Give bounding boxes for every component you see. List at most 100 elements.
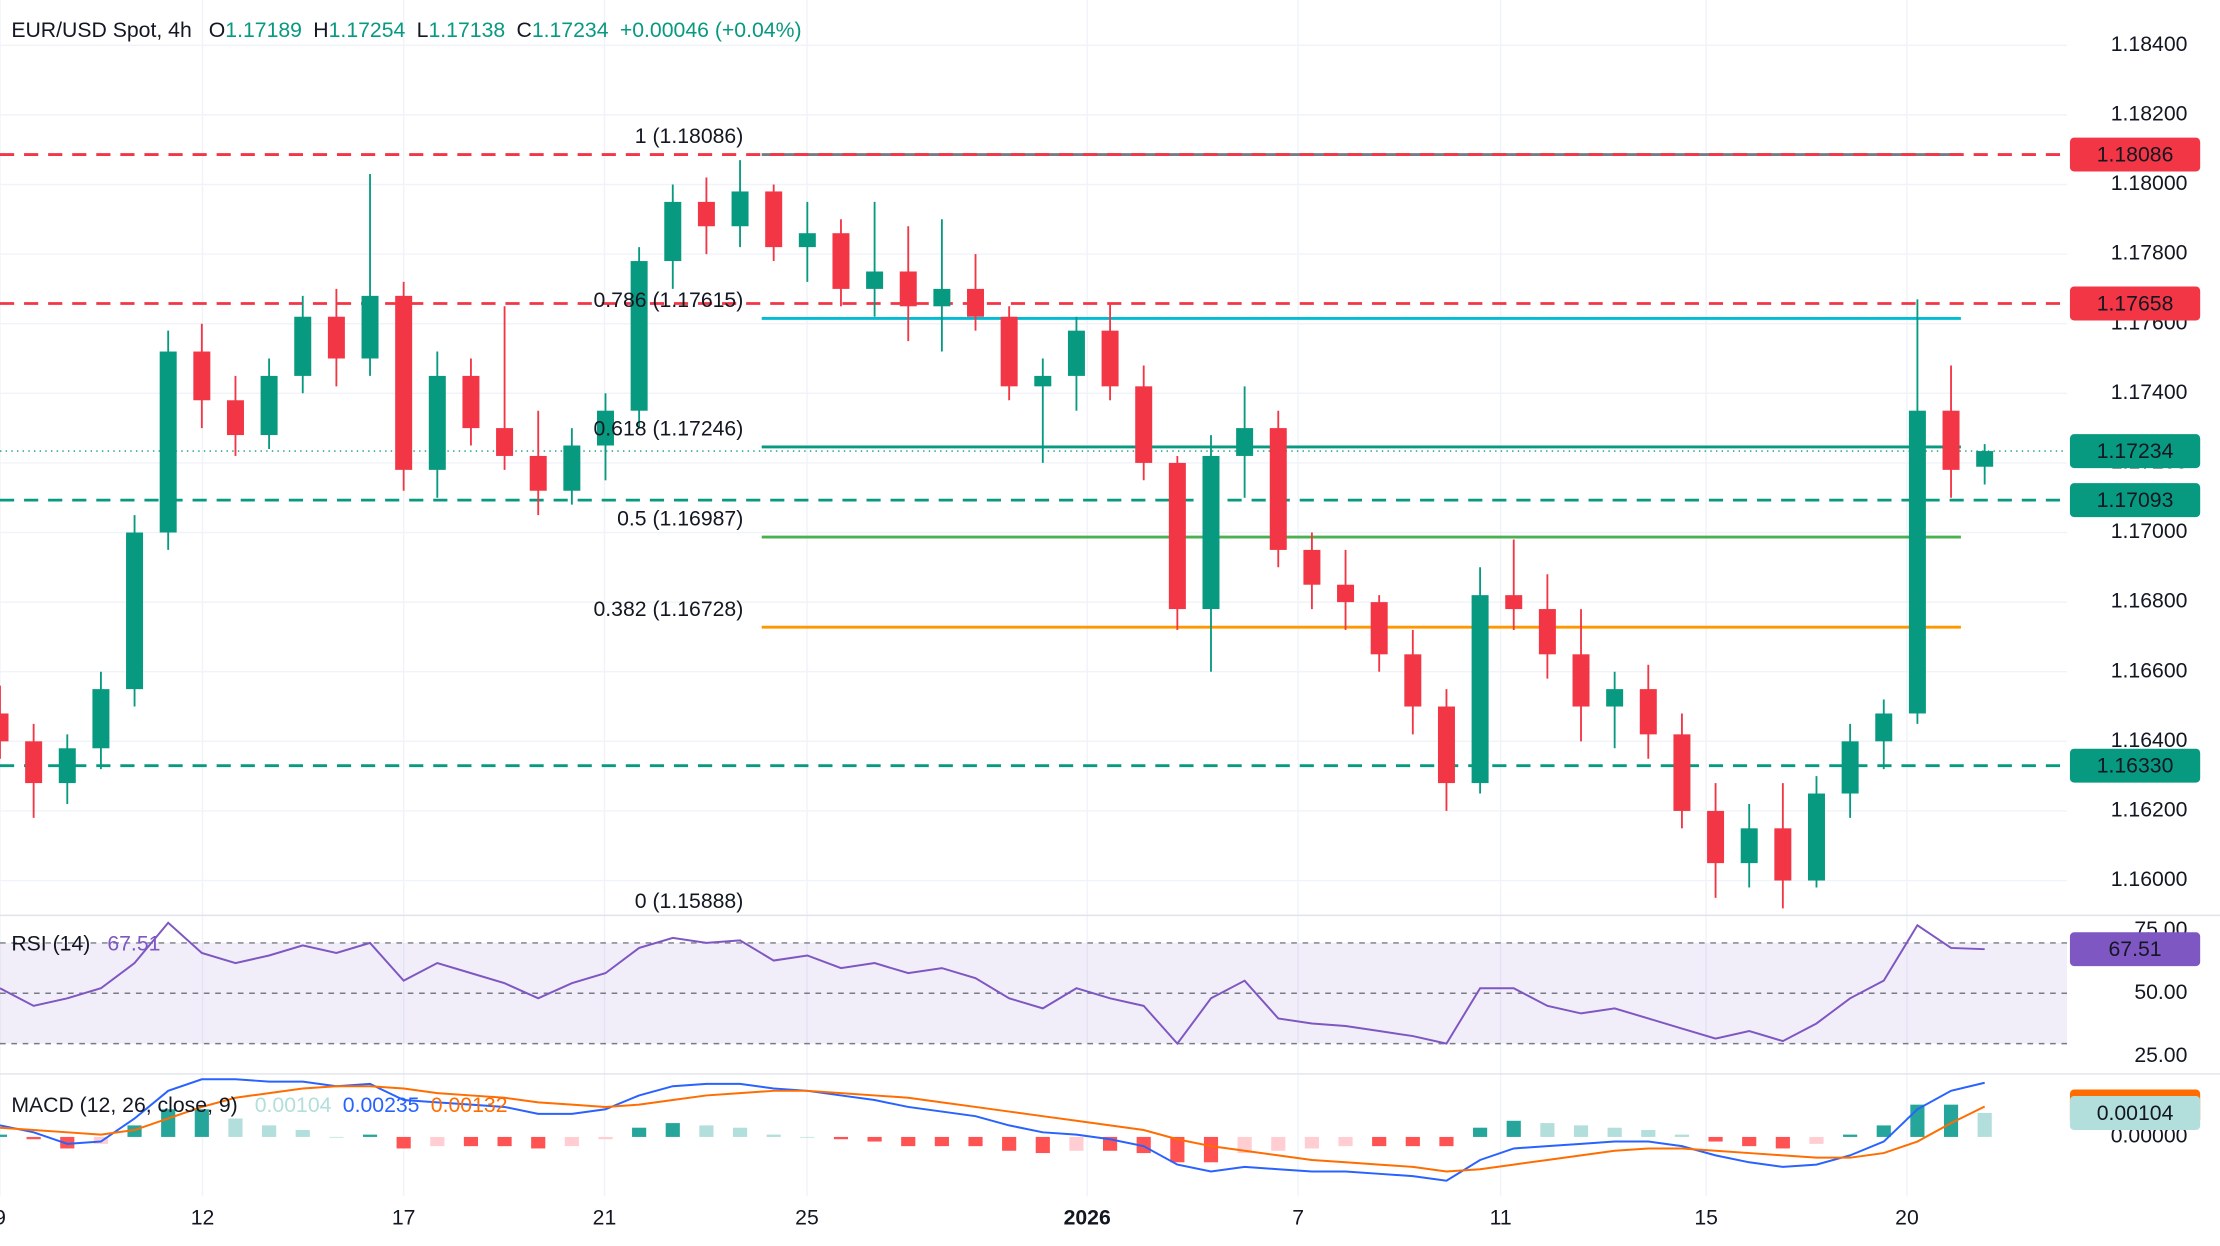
candle-body	[1101, 330, 1119, 387]
y-tick-label: 1.17800	[2111, 242, 2188, 265]
candle-body	[1471, 595, 1489, 784]
level-tag: 1.18086	[2097, 144, 2174, 167]
candle-body	[428, 375, 446, 470]
ohlc-key: L	[417, 19, 429, 42]
candle-body	[1740, 828, 1758, 864]
macd-histogram-bar	[1473, 1127, 1488, 1137]
ohlc-value: 1.17234	[532, 19, 609, 42]
macd-histogram-bar	[194, 1109, 209, 1137]
ohlc-value: 1.17254	[329, 19, 406, 42]
rsi-tag: 67.51	[2108, 938, 2161, 961]
candle-body	[899, 271, 917, 307]
ohlc-value: 1.17138	[428, 19, 505, 42]
macd-histogram-bar	[1170, 1136, 1185, 1163]
level-tag-box	[2069, 286, 2201, 321]
candle-body	[1908, 410, 1926, 714]
labels: 1.184001.182001.180001.178001.176001.174…	[0, 19, 2201, 1230]
macd-histogram-bar	[1271, 1136, 1286, 1151]
macd-histogram-bar	[1035, 1136, 1050, 1154]
candle-body	[1168, 462, 1186, 610]
level-tag-box	[2069, 137, 2201, 172]
macd-histogram-bar	[1607, 1127, 1622, 1137]
y-tick-label: 1.18000	[2111, 172, 2188, 195]
fib-label: 0.382 (1.16728)	[593, 598, 743, 621]
candle-body	[1774, 828, 1792, 881]
y-tick-label: 1.16200	[2111, 799, 2188, 822]
macd-histogram-bar	[161, 1109, 176, 1137]
candle-body	[193, 351, 211, 401]
rsi-line	[0, 921, 1985, 1046]
y-tick-label: 0.00000	[2111, 1125, 2188, 1148]
candle-body	[294, 316, 312, 376]
candle-body	[1875, 713, 1893, 742]
y-tick-label: 1.16000	[2111, 868, 2188, 891]
candle-body	[327, 316, 345, 359]
rsi-tag-box	[2069, 932, 2201, 967]
candle-body	[1606, 689, 1624, 707]
candle-body	[832, 233, 850, 289]
candle-body	[25, 741, 43, 784]
candle-body	[1807, 793, 1825, 881]
indicator-title: MACD (12, 26, close, 9)	[11, 1093, 237, 1116]
candle-body	[765, 191, 783, 248]
macd-histogram-bar	[968, 1136, 983, 1147]
y-tick-label: 1.18200	[2111, 102, 2188, 125]
macd-histogram-bar	[800, 1136, 815, 1138]
candle-body	[1673, 734, 1691, 811]
x-tick-label: 2026	[1064, 1207, 1111, 1230]
candle-body	[0, 713, 9, 742]
macd-histogram-bar	[262, 1125, 277, 1137]
macd-histogram-bar	[1775, 1136, 1790, 1149]
candle-body	[1404, 654, 1422, 707]
candle-body	[967, 288, 985, 317]
candle-body	[462, 375, 480, 429]
macd-histogram-bar	[1405, 1136, 1420, 1147]
candle-body	[664, 201, 682, 262]
macd-histogram-bar	[1876, 1125, 1891, 1137]
macd-histogram-bar	[329, 1136, 344, 1138]
candle-body	[1034, 375, 1052, 387]
level-tag-box	[2069, 434, 2201, 469]
ohlc-key: O	[209, 19, 226, 42]
candle-body	[1505, 595, 1523, 610]
x-tick-label: 11	[1490, 1207, 1512, 1230]
signal-line	[0, 1085, 1986, 1173]
macd-histogram-bar	[1069, 1136, 1084, 1151]
x-tick-label: 17	[392, 1207, 416, 1230]
ohlc-value: 1.17189	[225, 19, 302, 42]
candle-body	[1841, 741, 1859, 794]
macd-histogram-bar	[1843, 1134, 1858, 1137]
macd-histogram-bar	[934, 1136, 949, 1147]
macd-histogram-bar	[632, 1127, 647, 1137]
level-tag: 1.16330	[2097, 755, 2174, 778]
macd-histogram-bar	[127, 1125, 142, 1137]
y-tick-label: 1.17000	[2111, 520, 2188, 543]
macd-histogram-bar	[26, 1136, 41, 1140]
x-tick-label: 21	[593, 1207, 617, 1230]
macd-histogram-bar	[497, 1136, 512, 1147]
y-tick-label: 25.00	[2134, 1044, 2187, 1067]
macd-histogram-bar	[1708, 1136, 1723, 1142]
candle-body	[866, 271, 884, 289]
fib-label: 0.5 (1.16987)	[617, 508, 743, 531]
y-tick-label: 50.00	[2134, 981, 2187, 1004]
macd-histogram-bar	[0, 1134, 8, 1137]
macd-value: 0.00235	[343, 1093, 420, 1116]
macd-histogram-bar	[1304, 1136, 1319, 1149]
x-tick-label: 15	[1694, 1207, 1718, 1230]
candle-body	[1538, 609, 1556, 655]
macd-histogram-bar	[1203, 1136, 1219, 1163]
candle-body	[596, 410, 614, 446]
x-tick-label: 7	[1292, 1207, 1304, 1230]
fib-label: 0 (1.15888)	[635, 890, 744, 913]
legend: EUR/USD Spot, 4h O1.17189 H1.17254 L1.17138…	[11, 19, 801, 42]
macd-histogram-bar	[1506, 1120, 1521, 1137]
fib-label: 0.786 (1.17615)	[593, 289, 743, 312]
macd-histogram-bar	[833, 1136, 849, 1140]
price-pane	[0, 153, 2068, 909]
macd-histogram-bar	[531, 1136, 546, 1149]
change: +0.00046 (+0.04%)	[620, 19, 802, 42]
candle-body	[260, 375, 278, 436]
